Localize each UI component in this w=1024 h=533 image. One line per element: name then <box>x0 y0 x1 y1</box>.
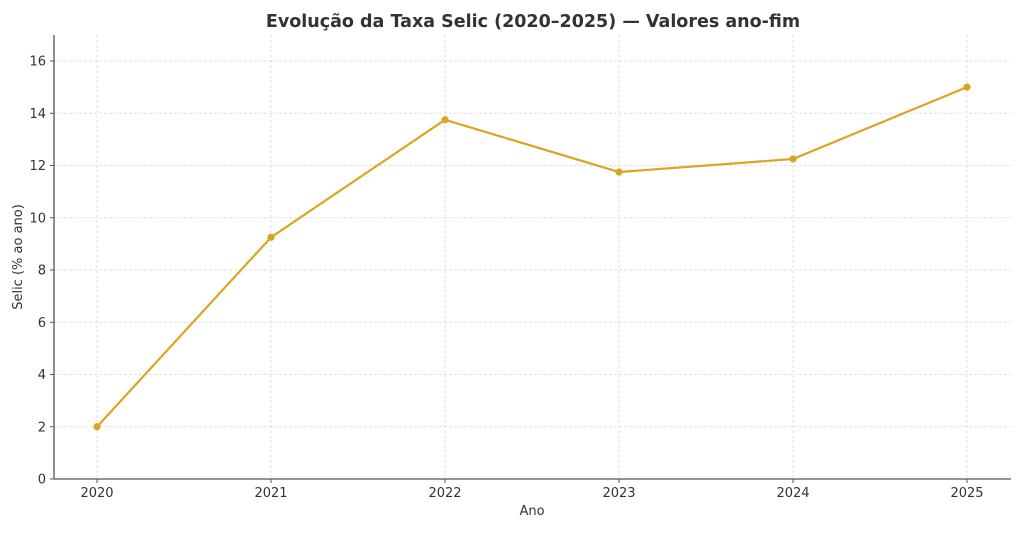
gridlines <box>54 35 1011 479</box>
y-tick-label: 16 <box>29 55 46 70</box>
x-tick-label: 2025 <box>950 486 983 501</box>
x-tick-label: 2024 <box>776 486 809 501</box>
y-tick-label: 2 <box>38 420 46 435</box>
y-tick-label: 10 <box>29 211 46 226</box>
y-tick-label: 8 <box>38 264 46 279</box>
x-tick-label: 2022 <box>428 486 461 501</box>
data-point-marker <box>789 155 797 163</box>
data-point-marker <box>93 423 101 431</box>
y-tick-label: 12 <box>29 159 46 174</box>
selic-line <box>96 86 968 428</box>
axes: 0 2 4 6 8 10 12 14 16 2020 2021 2022 2023 2024 2025 <box>29 35 1011 501</box>
y-tick-label: 0 <box>38 473 46 488</box>
y-tick-label: 6 <box>38 316 46 331</box>
x-tick-label: 2021 <box>254 486 287 501</box>
data-point-marker <box>441 116 449 124</box>
chart-title: Evolução da Taxa Selic (2020–2025) — Val… <box>266 12 800 32</box>
x-tick-label: 2020 <box>80 486 113 501</box>
y-axis-label: Selic (% ao ano) <box>11 204 26 310</box>
x-tick-label: 2023 <box>602 486 635 501</box>
data-point-marker <box>963 83 971 91</box>
y-tick-label: 4 <box>38 368 46 383</box>
x-axis-label: Ano <box>519 504 544 519</box>
series-selic <box>93 83 971 431</box>
data-point-marker <box>615 168 623 176</box>
y-tick-label: 14 <box>29 107 46 122</box>
data-point-marker <box>267 233 275 241</box>
